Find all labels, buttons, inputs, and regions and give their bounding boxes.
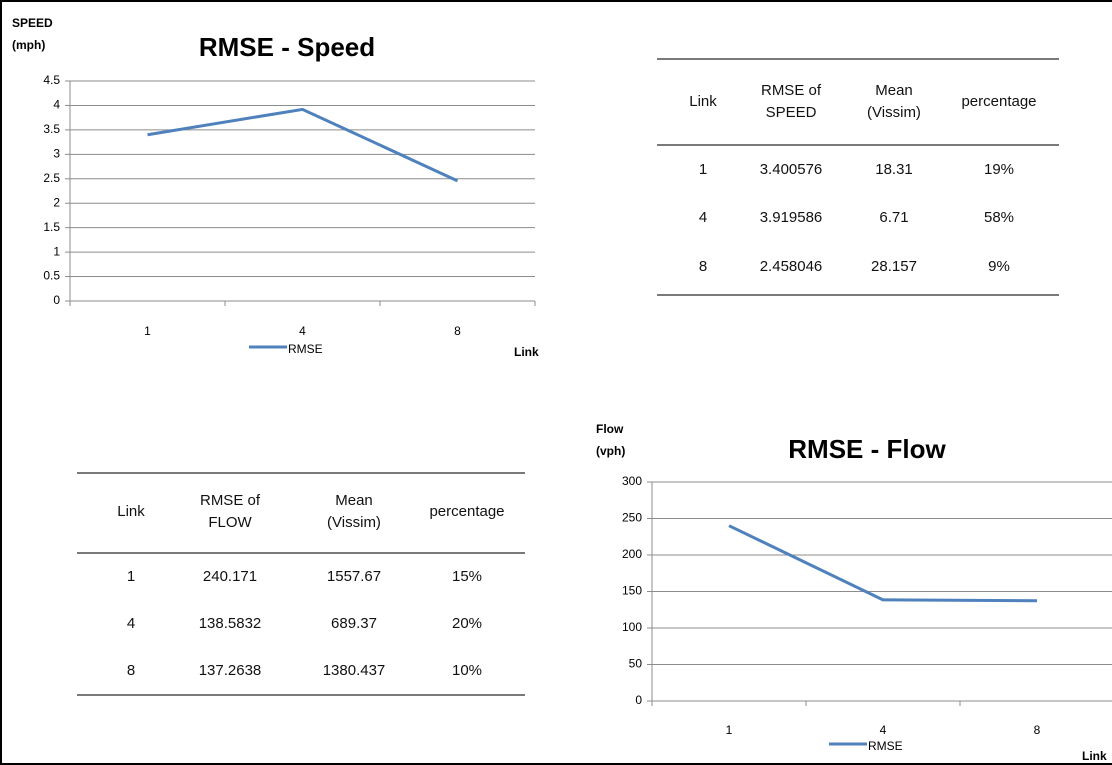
table-cell: 58% <box>983 209 1015 226</box>
table-cell: 3.400576 <box>759 161 823 178</box>
y-tick-label: 250 <box>622 511 642 525</box>
table-cell: 8 <box>126 662 136 679</box>
legend-label: RMSE <box>288 342 323 356</box>
y-axis-label: Flow (vph) <box>596 422 626 458</box>
table-cell: 20% <box>451 615 483 632</box>
table-cell: 138.5832 <box>198 615 262 632</box>
table-cell: 28.157 <box>871 258 917 275</box>
table-rule <box>657 144 1059 146</box>
table-header: Link <box>117 503 145 520</box>
y-tick-label: 1 <box>53 244 60 258</box>
chart-title: RMSE - Flow <box>788 434 946 464</box>
table-rule <box>77 472 525 474</box>
x-tick-label: 1 <box>726 723 733 737</box>
table-cell: 19% <box>983 161 1015 178</box>
table-cell: 9% <box>988 258 1010 275</box>
y-tick-label: 3.5 <box>43 122 60 136</box>
y-tick-label: 1.5 <box>43 220 60 234</box>
y-tick-label: 300 <box>622 474 642 488</box>
table-cell: 15% <box>451 568 483 585</box>
y-tick-label: 0 <box>53 293 60 307</box>
y-tick-label: 200 <box>622 547 642 561</box>
table-cell: 1557.67 <box>326 568 382 585</box>
table-rule <box>657 294 1059 296</box>
y-tick-label: 4 <box>53 98 60 112</box>
y-tick-label: 50 <box>629 657 643 671</box>
table-cell: 18.31 <box>875 161 913 178</box>
y-tick-label: 2 <box>53 195 60 209</box>
y-tick-label: 0 <box>635 693 642 707</box>
table-cell: 8 <box>698 258 708 275</box>
table-rule <box>77 552 525 554</box>
table-header: Link <box>689 93 717 110</box>
table-header: RMSE of SPEED <box>760 82 821 121</box>
table-header: Mean (Vissim) <box>867 82 921 121</box>
line-series <box>147 107 459 183</box>
y-tick-label: 4.5 <box>43 73 60 87</box>
table-cell: 10% <box>451 662 483 679</box>
table-rule <box>657 58 1059 60</box>
y-tick-label: 100 <box>622 620 642 634</box>
x-tick-label: 4 <box>299 324 306 338</box>
y-tick-label: 3 <box>53 147 60 161</box>
table-cell: 2.458046 <box>759 258 823 275</box>
table-cell: 240.171 <box>202 568 258 585</box>
table-header: RMSE of FLOW <box>199 492 260 531</box>
table-cell: 1 <box>126 568 136 585</box>
y-tick-label: 2.5 <box>43 171 60 185</box>
x-tick-label: 8 <box>1034 723 1041 737</box>
table-cell: 137.2638 <box>198 662 262 679</box>
y-tick-label: 0.5 <box>43 269 60 283</box>
table-cell: 6.71 <box>879 209 909 226</box>
x-tick-label: 4 <box>880 723 887 737</box>
table-cell: 1380.437 <box>322 662 386 679</box>
legend-label: RMSE <box>868 739 903 753</box>
x-axis-label: Link <box>514 345 539 359</box>
table-header: percentage <box>961 93 1037 110</box>
table-cell: 1 <box>698 161 708 178</box>
y-axis-label: SPEED (mph) <box>12 16 53 52</box>
table-cell: 4 <box>698 209 708 226</box>
x-axis-label: Link <box>1082 749 1107 763</box>
table-rule <box>77 694 525 696</box>
table-header: percentage <box>429 503 505 520</box>
table-header: Mean (Vissim) <box>327 492 381 531</box>
line-series <box>728 524 1038 603</box>
x-tick-label: 1 <box>144 324 151 338</box>
x-tick-label: 8 <box>454 324 461 338</box>
chart-title: RMSE - Speed <box>199 32 375 62</box>
table-cell: 689.37 <box>331 615 377 632</box>
y-tick-label: 150 <box>622 584 642 598</box>
table-cell: 4 <box>126 615 136 632</box>
table-cell: 3.919586 <box>759 209 823 226</box>
